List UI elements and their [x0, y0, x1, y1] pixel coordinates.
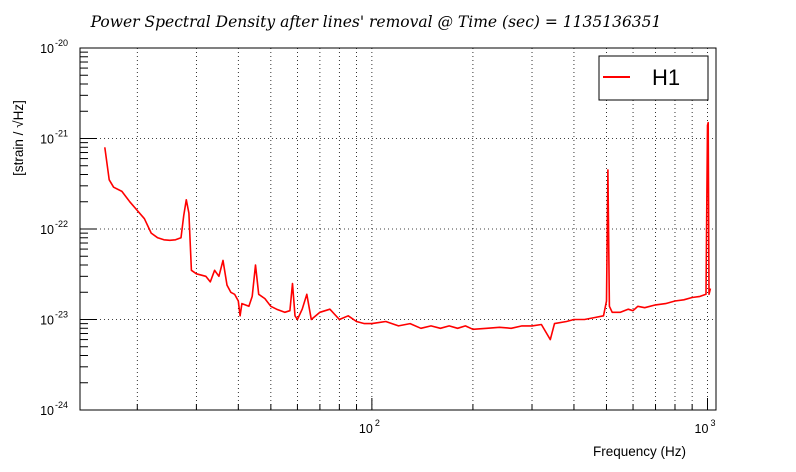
x-tick-labels: 10 2 10 3 — [359, 418, 716, 436]
y-tick-label: 10 — [40, 404, 54, 418]
y-tick-label-exponent: -20 — [55, 38, 68, 48]
chart-title: Power Spectral Density after lines' remo… — [90, 13, 662, 31]
axis-ticks — [80, 47, 709, 411]
legend-label-h1: H1 — [652, 65, 680, 90]
x-tick-label: 10 — [695, 422, 709, 436]
y-tick-label-exponent: -22 — [55, 219, 68, 229]
y-tick-label-exponent: -23 — [55, 310, 68, 320]
y-axis-label: [strain / √Hz] — [11, 100, 26, 176]
y-tick-label-exponent: -24 — [55, 400, 68, 410]
x-tick-label: 10 — [359, 422, 373, 436]
y-tick-label: 10 — [40, 223, 54, 237]
y-tick-label-exponent: -21 — [55, 129, 68, 139]
x-tick-label-exponent: 2 — [375, 418, 380, 428]
y-tick-label: 10 — [40, 42, 54, 56]
x-tick-label-exponent: 3 — [711, 418, 716, 428]
y-tick-label: 10 — [40, 314, 54, 328]
x-axis-label: Frequency (Hz) — [593, 444, 686, 459]
legend: H1 — [598, 55, 709, 101]
h1-series-line — [104, 121, 712, 341]
grid-lines — [80, 48, 716, 410]
y-tick-label: 10 — [40, 133, 54, 147]
